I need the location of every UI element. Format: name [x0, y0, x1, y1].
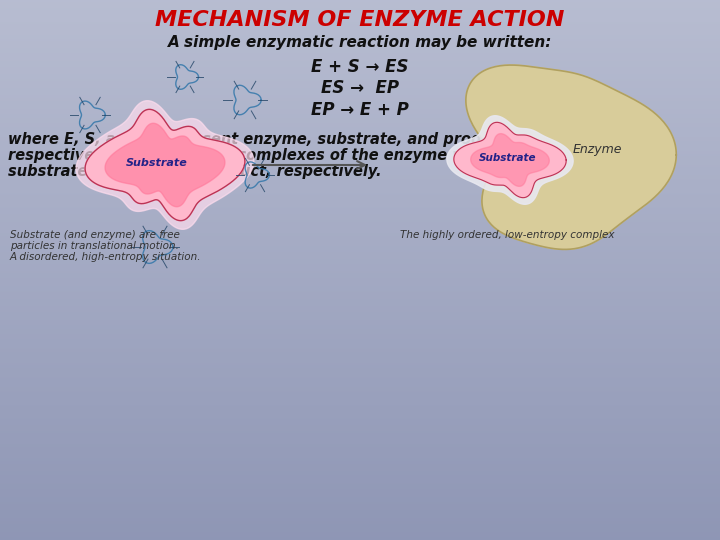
Text: The highly ordered, low-entropy complex: The highly ordered, low-entropy complex — [400, 230, 614, 240]
Text: Enzyme: Enzyme — [572, 144, 622, 157]
Text: Substrate: Substrate — [126, 158, 188, 168]
Text: A disordered, high-entropy situation.: A disordered, high-entropy situation. — [10, 252, 202, 262]
Polygon shape — [471, 133, 549, 186]
Text: where E, S, and P represent enzyme, substrate, and product,: where E, S, and P represent enzyme, subs… — [8, 132, 513, 147]
Text: particles in translational motion.: particles in translational motion. — [10, 241, 179, 251]
Text: E + S → ES: E + S → ES — [311, 58, 409, 76]
Text: A simple enzymatic reaction may be written:: A simple enzymatic reaction may be writt… — [168, 36, 552, 51]
Polygon shape — [76, 100, 254, 230]
Polygon shape — [454, 123, 566, 198]
Text: Substrate (and enzyme) are free: Substrate (and enzyme) are free — [10, 230, 180, 240]
Polygon shape — [466, 65, 676, 249]
Polygon shape — [105, 123, 225, 207]
Text: EP → E + P: EP → E + P — [311, 101, 409, 119]
Text: substrate and with the product, respectively.: substrate and with the product, respecti… — [8, 164, 382, 179]
Text: Substrate: Substrate — [480, 153, 536, 163]
Polygon shape — [85, 109, 245, 221]
Polygon shape — [447, 116, 573, 204]
Text: MECHANISM OF ENZYME ACTION: MECHANISM OF ENZYME ACTION — [156, 10, 564, 30]
Text: respectively. ES and EP are complexes of the enzyme with the: respectively. ES and EP are complexes of… — [8, 148, 521, 163]
Text: ES →  EP: ES → EP — [321, 79, 399, 97]
